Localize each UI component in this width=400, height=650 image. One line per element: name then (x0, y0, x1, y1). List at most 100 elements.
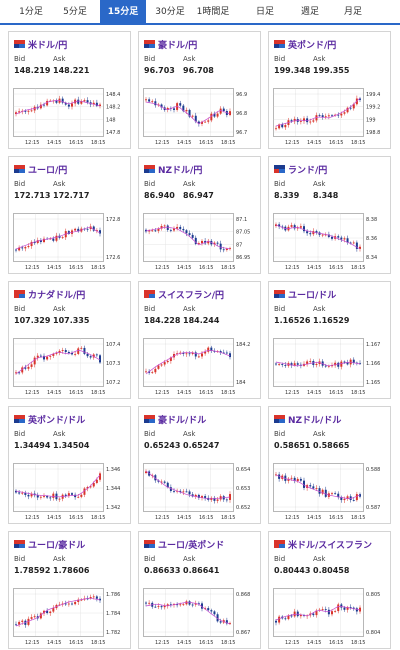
candle-body (27, 494, 30, 497)
candle-body (324, 116, 327, 118)
currency-pair-link[interactable]: 米ドル/円 (28, 40, 68, 51)
currency-pair-link[interactable]: NZドル/円 (158, 165, 203, 176)
candle-body (229, 353, 231, 358)
country-flag-icon (274, 40, 285, 48)
currency-card[interactable]: NZドル/ドル Bid Ask 0.58651 0.58665 0.588 0.587 12:… (268, 406, 391, 524)
currency-card[interactable]: ユーロ/円 Bid Ask 172.713 172.717 172.8 172.6 12:15… (8, 156, 131, 274)
currency-card[interactable]: 米ドル/スイスフラン Bid Ask 0.80443 0.80458 0.805 0.804… (268, 531, 391, 649)
tab-timeframe[interactable]: 月足 (343, 7, 362, 17)
currency-card[interactable]: 豪ドル/円 Bid Ask 96.703 96.708 96.9 96.8 96.7 12:15… (138, 31, 261, 149)
candle-body (176, 103, 179, 110)
candle-body (359, 246, 361, 249)
y-tick-label: 184.2 (236, 342, 250, 348)
candle-body (21, 620, 24, 622)
candlestick-chart: 0.654 0.653 0.652 12:15 14:15 16:15 18:15 (143, 463, 250, 521)
candle-body (30, 364, 33, 367)
candle-body (204, 608, 207, 609)
plot-frame (273, 463, 364, 512)
candle-body (160, 364, 163, 366)
card-header: 英ポンド/円 (274, 38, 388, 51)
candle-body (299, 226, 302, 228)
currency-pair-link[interactable]: ユーロ/英ポンド (158, 540, 225, 551)
currency-pair-link[interactable]: 豪ドル/円 (158, 40, 198, 51)
candle-body (197, 121, 200, 124)
x-tick-label: 16:15 (69, 640, 83, 646)
y-tick-label: 0.588 (366, 467, 380, 473)
currency-pair-link[interactable]: 豪ドル/ドル (158, 415, 207, 426)
candle-body (204, 121, 207, 123)
candle-body (154, 368, 157, 373)
currency-pair-link[interactable]: NZドル/ドル (288, 415, 342, 426)
candle-body (80, 599, 83, 601)
currency-pair-link[interactable]: ユーロ/ドル (288, 290, 337, 301)
country-flag-icon (144, 290, 155, 298)
x-tick-label: 12:15 (285, 515, 299, 521)
tab-timeframe[interactable]: 日足 (255, 7, 274, 17)
currency-card[interactable]: ユーロ/豪ドル Bid Ask 1.78592 1.78606 1.786 1.784 1.7… (8, 531, 131, 649)
candle-body (324, 489, 327, 497)
currency-card[interactable]: ユーロ/ドル Bid Ask 1.16526 1.16529 1.167 1.166 1.16… (268, 281, 391, 399)
card-header: スイスフラン/円 (144, 288, 258, 301)
candle-body (275, 620, 277, 623)
plot-frame (13, 213, 104, 262)
candle-body (349, 107, 352, 109)
price-chart: 107.4 107.3 107.2 12:15 14:15 16:15 18:15 (13, 338, 128, 396)
currency-card[interactable]: 英ポンド/円 Bid Ask 199.348 199.355 199.4 199.2 199 1… (268, 31, 391, 149)
candle-body (299, 121, 302, 122)
bid-label: Bid (144, 305, 156, 313)
tab-timeframe[interactable]: 週足 (300, 7, 319, 17)
candle-body (95, 230, 98, 231)
currency-card[interactable]: 米ドル/円 Bid Ask 148.219 148.221 148.4 148.2 148 14… (8, 31, 131, 149)
candle-body (222, 108, 225, 111)
currency-card[interactable]: カナダドル/円 Bid Ask 107.329 107.335 107.4 107.3 107… (8, 281, 131, 399)
candle-body (281, 226, 284, 228)
candle-body (67, 231, 70, 234)
y-tick-label: 87 (236, 242, 242, 248)
candle-body (321, 609, 324, 610)
candle-body (30, 241, 33, 247)
candle-body (24, 110, 27, 112)
tab-timeframe[interactable]: 1分足 (19, 7, 43, 17)
candle-body (18, 111, 21, 113)
y-tick-label: 107.2 (106, 380, 120, 386)
candle-body (290, 225, 293, 227)
ask-label: Ask (53, 555, 66, 563)
moving-average-line (15, 474, 101, 498)
candle-body (163, 605, 166, 608)
candle-body (309, 121, 312, 123)
tab-timeframe[interactable]: 1時間足 (196, 7, 230, 17)
currency-pair-link[interactable]: 英ポンド/円 (288, 40, 337, 51)
candle-body (207, 120, 210, 122)
currency-pair-link[interactable]: 英ポンド/ドル (28, 415, 86, 426)
currency-card[interactable]: NZドル/円 Bid Ask 86.940 86.947 87.1 87.05 87 86.95… (138, 156, 261, 274)
currency-pair-link[interactable]: ユーロ/豪ドル (28, 540, 86, 551)
currency-card[interactable]: スイスフラン/円 Bid Ask 184.228 184.244 184.2 184 12:1… (138, 281, 261, 399)
candle-body (166, 360, 169, 363)
currency-card[interactable]: 英ポンド/ドル Bid Ask 1.34494 1.34504 1.346 1.344 1.3… (8, 406, 131, 524)
currency-card[interactable]: 豪ドル/ドル Bid Ask 0.65243 0.65247 0.654 0.653 0.65… (138, 406, 261, 524)
candle-body (49, 497, 52, 499)
currency-pair-link[interactable]: ランド/円 (288, 165, 328, 176)
country-flag-icon (144, 40, 155, 48)
currency-pair-link[interactable]: ユーロ/円 (28, 165, 68, 176)
candle-body (340, 361, 343, 367)
x-tick-label: 12:15 (285, 140, 299, 146)
y-tick-label: 1.165 (366, 380, 380, 386)
candle-body (24, 247, 27, 249)
currency-pair-link[interactable]: 米ドル/スイスフラン (288, 540, 373, 551)
candle-body (15, 249, 17, 251)
x-tick-label: 16:15 (329, 640, 343, 646)
tab-timeframe[interactable]: 5分足 (63, 7, 87, 17)
currency-pair-link[interactable]: スイスフラン/円 (158, 290, 225, 301)
candle-body (225, 620, 228, 624)
currency-card[interactable]: ユーロ/英ポンド Bid Ask 0.86633 0.86641 0.868 0.867 12… (138, 531, 261, 649)
candle-body (346, 362, 349, 365)
y-tick-label: 199.2 (366, 105, 380, 111)
currency-pair-link[interactable]: カナダドル/円 (28, 290, 86, 301)
tab-timeframe[interactable]: 15分足 (100, 0, 146, 25)
tab-timeframe[interactable]: 30分足 (155, 7, 185, 17)
bid-value: 86.940 (144, 191, 175, 200)
currency-card[interactable]: ランド/円 Bid Ask 8.339 8.348 8.38 8.36 8.34 12:15 14… (268, 156, 391, 274)
card-header: ランド/円 (274, 163, 388, 176)
y-tick-label: 147.8 (106, 130, 120, 136)
